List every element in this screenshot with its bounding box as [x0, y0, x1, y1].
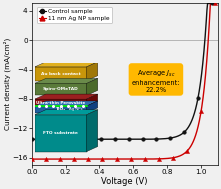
Point: [155, 138, 158, 141]
Point: [157, 157, 161, 160]
Point: [72, 138, 75, 141]
Y-axis label: Current density (mA/cm²): Current density (mA/cm²): [4, 38, 11, 130]
Point: [168, 137, 172, 140]
Point: [101, 158, 104, 161]
Point: [196, 97, 200, 100]
Point: [185, 149, 189, 153]
Point: [58, 158, 62, 161]
Point: [141, 138, 144, 141]
Point: [87, 158, 90, 161]
Point: [143, 158, 147, 161]
Point: [44, 138, 48, 141]
Text: Average $J_{sc}$
enhancement:
22.2%: Average $J_{sc}$ enhancement: 22.2%: [132, 68, 180, 93]
Point: [99, 138, 103, 141]
Point: [213, 2, 217, 5]
X-axis label: Voltage (V): Voltage (V): [101, 177, 148, 186]
Point: [72, 158, 76, 161]
Point: [171, 156, 175, 159]
Point: [30, 158, 34, 161]
Point: [115, 158, 118, 161]
Point: [127, 138, 131, 141]
Point: [129, 158, 132, 161]
Point: [44, 158, 48, 161]
Legend: Control sample, 11 nm Ag NP sample: Control sample, 11 nm Ag NP sample: [37, 7, 112, 23]
Point: [58, 138, 61, 141]
Point: [199, 109, 203, 112]
Point: [113, 138, 117, 141]
Point: [30, 138, 34, 141]
Point: [182, 131, 186, 134]
Point: [210, 2, 213, 5]
Point: [86, 138, 89, 141]
